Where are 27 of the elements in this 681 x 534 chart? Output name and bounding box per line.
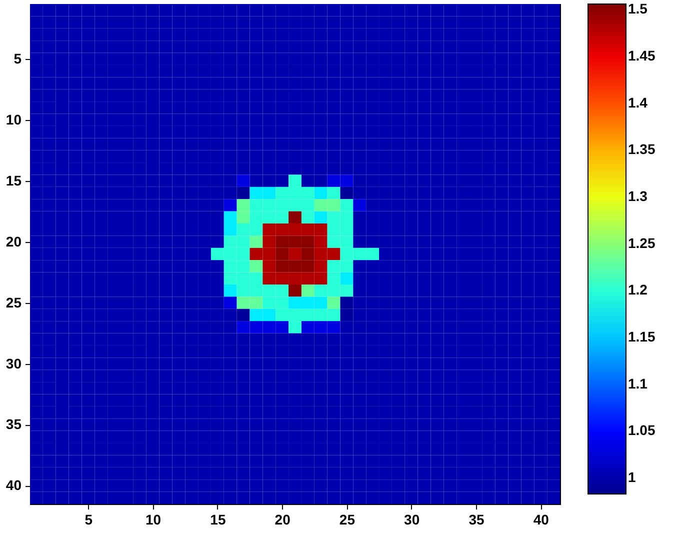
x-tick-label: 40 (533, 512, 550, 528)
x-tick-label: 30 (404, 512, 420, 528)
color-bar-label: 1.3 (628, 188, 648, 204)
color-bar-label: 1.45 (628, 47, 656, 64)
color-bar-label: 1.1 (628, 375, 648, 392)
color-bar-label: 1.5 (628, 0, 648, 17)
y-tick-label: 10 (6, 111, 22, 128)
y-tick-label: 35 (6, 416, 22, 432)
color-bar-label: 1.25 (628, 234, 656, 251)
x-tick-label: 35 (468, 512, 484, 528)
y-tick-label: 25 (6, 294, 22, 310)
y-tick-label: 20 (6, 233, 22, 250)
x-tick-label: 20 (274, 512, 291, 528)
y-tick-label: 15 (6, 172, 22, 188)
y-tick-label: 40 (6, 477, 22, 494)
x-tick-label: 15 (210, 512, 226, 528)
x-tick-label: 10 (146, 512, 162, 528)
x-tick-label: 5 (84, 512, 93, 528)
y-tick-label: 5 (14, 50, 22, 66)
color-bar-label: 1.4 (628, 94, 648, 110)
color-bar-label: 1.35 (628, 141, 656, 158)
color-bar-label: 1.05 (628, 422, 656, 438)
color-bar-label: 1.15 (628, 328, 656, 345)
color-bar-label: 1.2 (628, 282, 648, 298)
y-tick-label: 30 (6, 355, 22, 372)
x-tick-label: 25 (339, 512, 356, 528)
color-bar-label: 1 (628, 469, 636, 486)
